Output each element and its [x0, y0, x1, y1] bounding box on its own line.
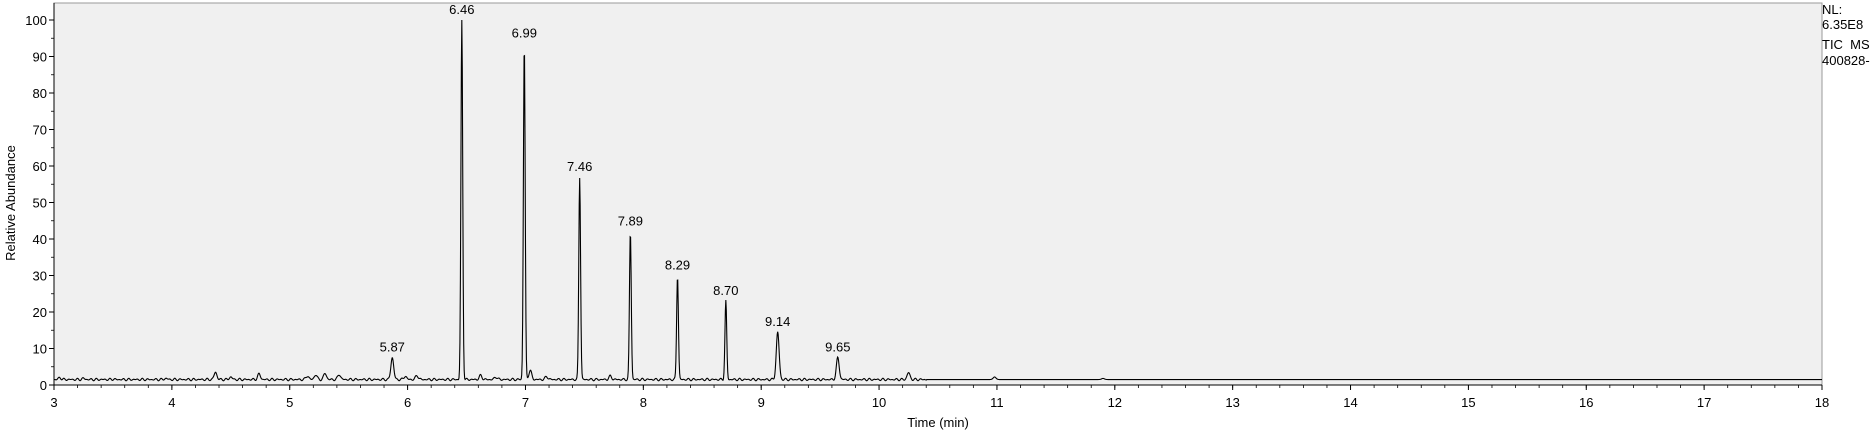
x-tick-label: 3 — [50, 395, 57, 410]
peak-label: 6.46 — [449, 2, 474, 17]
peak-label: 8.29 — [665, 258, 690, 273]
x-tick-label: 17 — [1697, 395, 1711, 410]
nl-label: NL: — [1822, 2, 1842, 17]
tic-line — [53, 19, 1822, 382]
file-name: 400828- — [1822, 53, 1870, 68]
y-tick-label: 90 — [33, 50, 47, 65]
axes — [53, 3, 1822, 386]
y-tick-label: 50 — [33, 196, 47, 211]
peak-labels: 5.87 6.46 6.99 7.46 7.89 8.29 8.70 9.14 9.65 — [380, 2, 851, 355]
tic-trace — [53, 19, 1822, 382]
x-tick-label: 16 — [1579, 395, 1593, 410]
y-axis-title: Relative Abundance — [3, 145, 18, 261]
trace-info: NL: 6.35E8 TIC MS 400828- — [1822, 2, 1870, 68]
peak-label: 5.87 — [380, 340, 405, 355]
y-tick-label: 70 — [33, 123, 47, 138]
y-tick-label: 30 — [33, 269, 47, 284]
y-tick-label: 60 — [33, 159, 47, 174]
peak-label: 9.14 — [765, 314, 790, 329]
peak-label: 6.99 — [512, 26, 537, 41]
x-tick-label: 9 — [758, 395, 765, 410]
x-tick-label: 14 — [1343, 395, 1357, 410]
y-tick-label: 100 — [25, 13, 47, 28]
x-tick-label: 5 — [286, 395, 293, 410]
y-tick-label: 40 — [33, 232, 47, 247]
y-tick-label: 0 — [40, 378, 47, 393]
peak-label: 8.70 — [713, 283, 738, 298]
x-tick-label: 6 — [404, 395, 411, 410]
x-tick-label: 8 — [640, 395, 647, 410]
x-tick-label: 4 — [168, 395, 175, 410]
x-tick-label: 11 — [990, 395, 1004, 410]
y-axis-ticks: 0 10 20 30 40 50 60 70 80 90 100 — [25, 13, 54, 393]
y-tick-label: 80 — [33, 86, 47, 101]
trace-type: TIC MS — [1822, 37, 1870, 52]
x-tick-label: 18 — [1815, 395, 1829, 410]
x-tick-label: 13 — [1225, 395, 1239, 410]
peak-label: 9.65 — [825, 340, 850, 355]
x-tick-label: 15 — [1461, 395, 1475, 410]
x-axis-ticks: 3 4 5 6 7 8 9 10 11 12 13 14 15 16 17 18 — [50, 385, 1829, 410]
y-tick-label: 20 — [33, 305, 47, 320]
peak-label: 7.89 — [618, 214, 643, 229]
x-tick-label: 12 — [1108, 395, 1122, 410]
nl-value: 6.35E8 — [1822, 17, 1863, 32]
x-tick-label: 7 — [522, 395, 529, 410]
peak-label: 7.46 — [567, 159, 592, 174]
x-axis-title: Time (min) — [907, 415, 969, 430]
plot-area — [53, 2, 1823, 386]
x-tick-label: 10 — [872, 395, 886, 410]
y-tick-label: 10 — [33, 342, 47, 357]
